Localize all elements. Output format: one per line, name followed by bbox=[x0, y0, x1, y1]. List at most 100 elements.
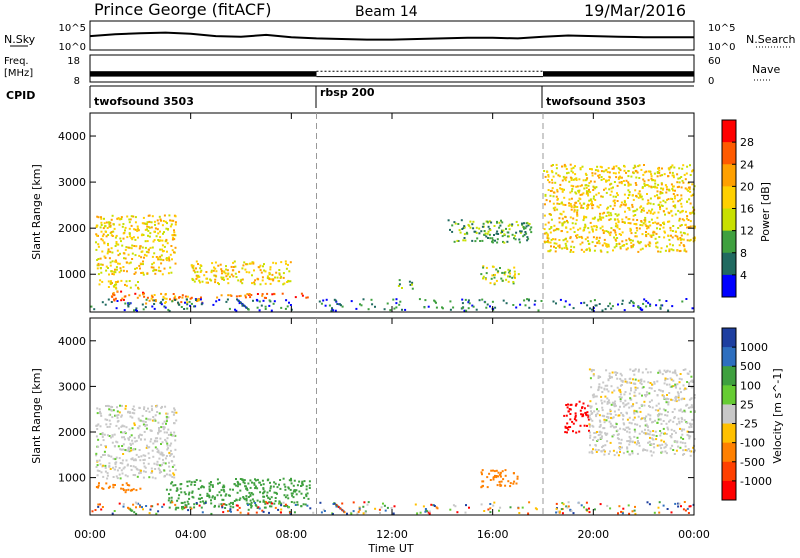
velocity-echo-cell-5 bbox=[639, 381, 642, 384]
velocity-clutter-cell bbox=[254, 502, 257, 504]
power-echo-cell-4 bbox=[100, 263, 103, 266]
velocity-clutter-cell bbox=[255, 511, 258, 514]
velocity-echo-cell-1 bbox=[164, 438, 167, 441]
power-echo-cell-9 bbox=[634, 235, 637, 238]
power-echo-cell-1 bbox=[113, 298, 115, 301]
velocity-echo-cell-5 bbox=[606, 397, 609, 400]
power-clutter-cell bbox=[632, 304, 635, 307]
velocity-echo-cell-5 bbox=[628, 416, 631, 419]
power-echo-cell-9 bbox=[647, 199, 650, 202]
power-echo-cell-4 bbox=[142, 273, 145, 276]
power-echo-cell-9 bbox=[547, 237, 550, 240]
power-echo-cell-3 bbox=[266, 292, 269, 295]
power-echo-cell-9 bbox=[605, 243, 608, 246]
velocity-echo-cell-2 bbox=[232, 501, 234, 504]
velocity-echo-cell-5 bbox=[676, 383, 679, 386]
velocity-echo-cell-4 bbox=[586, 411, 589, 414]
velocity-echo-cell-1 bbox=[125, 459, 128, 462]
velocity-echo-cell-5 bbox=[669, 377, 672, 380]
power-echo-cell-9 bbox=[657, 250, 660, 253]
power-echo-cell-4 bbox=[162, 259, 165, 262]
velocity-echo-cell-1 bbox=[130, 434, 133, 437]
power-echo-cell-4 bbox=[104, 256, 107, 259]
velocity-echo-cell-1 bbox=[96, 407, 99, 410]
velocity-echo-cell-2 bbox=[305, 493, 308, 496]
velocity-echo-cell-2 bbox=[217, 482, 219, 485]
power-echo-cell-7 bbox=[481, 225, 484, 228]
power-echo-cell-9 bbox=[648, 245, 651, 248]
power-echo-cell-4 bbox=[97, 245, 100, 248]
power-colorbar-tick-label: 20 bbox=[740, 180, 754, 193]
velocity-echo-cell-5 bbox=[628, 443, 631, 446]
power-echo-cell-4 bbox=[100, 217, 103, 220]
power-echo-cell-9 bbox=[654, 221, 657, 224]
velocity-clutter-cell bbox=[331, 513, 334, 515]
velocity-echo-cell-2 bbox=[235, 478, 237, 480]
velocity-echo-cell-2 bbox=[301, 482, 304, 485]
velocity-echo-cell-3 bbox=[481, 473, 483, 476]
power-echo-cell-7 bbox=[496, 241, 499, 244]
power-echo-cell-9 bbox=[546, 170, 549, 173]
power-clutter-cell bbox=[168, 310, 171, 312]
power-clutter-cell bbox=[471, 304, 474, 307]
power-echo-cell-9 bbox=[600, 170, 603, 173]
power-echo-cell-5 bbox=[214, 281, 217, 284]
power-clutter-cell bbox=[328, 304, 331, 307]
power-echo-cell-9 bbox=[630, 241, 633, 244]
power-echo-cell-4 bbox=[133, 273, 136, 275]
power-echo-cell-4 bbox=[97, 258, 100, 260]
velocity-clutter-cell bbox=[174, 508, 177, 511]
power-echo-cell-9 bbox=[555, 195, 558, 198]
velocity-echo-cell-5 bbox=[611, 417, 614, 420]
velocity-echo-cell-2 bbox=[239, 483, 242, 486]
velocity-echo-cell-5 bbox=[659, 418, 662, 421]
velocity-echo-cell-1 bbox=[159, 430, 162, 433]
power-echo-cell-9 bbox=[587, 227, 590, 230]
velocity-echo-cell-5 bbox=[619, 442, 622, 445]
velocity-echo-cell-5 bbox=[663, 397, 666, 400]
velocity-echo-cell-5 bbox=[635, 401, 638, 404]
velocity-echo-cell-5 bbox=[636, 387, 639, 390]
velocity-echo-cell-1 bbox=[112, 457, 115, 460]
velocity-echo-cell-2 bbox=[292, 490, 295, 493]
velocity-echo-cell-2 bbox=[274, 497, 277, 499]
power-echo-cell-9 bbox=[644, 220, 647, 223]
velocity-echo-cell-5 bbox=[643, 380, 646, 383]
velocity-echo-cell-5 bbox=[607, 452, 610, 455]
power-clutter-cell bbox=[399, 300, 402, 303]
velocity-echo-cell-5 bbox=[608, 401, 611, 404]
velocity-echo-cell-4 bbox=[569, 426, 572, 428]
power-echo-cell-5 bbox=[289, 261, 292, 264]
power-echo-cell-5 bbox=[288, 270, 291, 273]
power-echo-cell-9 bbox=[561, 165, 563, 168]
velocity-echo-cell-5 bbox=[611, 435, 614, 438]
velocity-echo-cell-5 bbox=[625, 403, 628, 406]
velocity-echo-cell-5 bbox=[610, 385, 613, 388]
velocity-echo-cell-5 bbox=[641, 371, 644, 374]
power-echo-cell-4 bbox=[114, 259, 117, 262]
power-clutter-cell bbox=[180, 306, 183, 308]
power-echo-cell-7 bbox=[500, 219, 502, 222]
velocity-echo-cell-2 bbox=[261, 479, 264, 482]
power-echo-cell-7 bbox=[491, 237, 494, 240]
power-echo-cell-9 bbox=[618, 242, 621, 245]
power-echo-cell-5 bbox=[218, 283, 220, 286]
velocity-echo-cell-1 bbox=[144, 470, 147, 473]
velocity-echo-cell-1 bbox=[97, 438, 100, 441]
power-echo-cell-7 bbox=[454, 222, 457, 225]
power-clutter-cell bbox=[324, 304, 327, 307]
velocity-echo-cell-4 bbox=[569, 408, 572, 411]
velocity-clutter-cell bbox=[135, 512, 138, 515]
power-echo-cell-9 bbox=[595, 236, 598, 239]
velocity-colorbar-tick-label: 500 bbox=[740, 360, 761, 373]
velocity-echo-cell-2 bbox=[228, 503, 231, 506]
power-echo-cell-9 bbox=[673, 197, 676, 200]
power-clutter-cell bbox=[467, 299, 470, 302]
power-echo-cell-9 bbox=[642, 173, 645, 176]
power-echo-cell-7 bbox=[525, 222, 528, 225]
power-echo-cell-4 bbox=[150, 221, 153, 224]
velocity-echo-cell-5 bbox=[690, 423, 693, 426]
power-echo-cell-9 bbox=[591, 168, 593, 171]
power-echo-cell-4 bbox=[169, 253, 172, 256]
power-clutter-cell bbox=[167, 308, 170, 311]
